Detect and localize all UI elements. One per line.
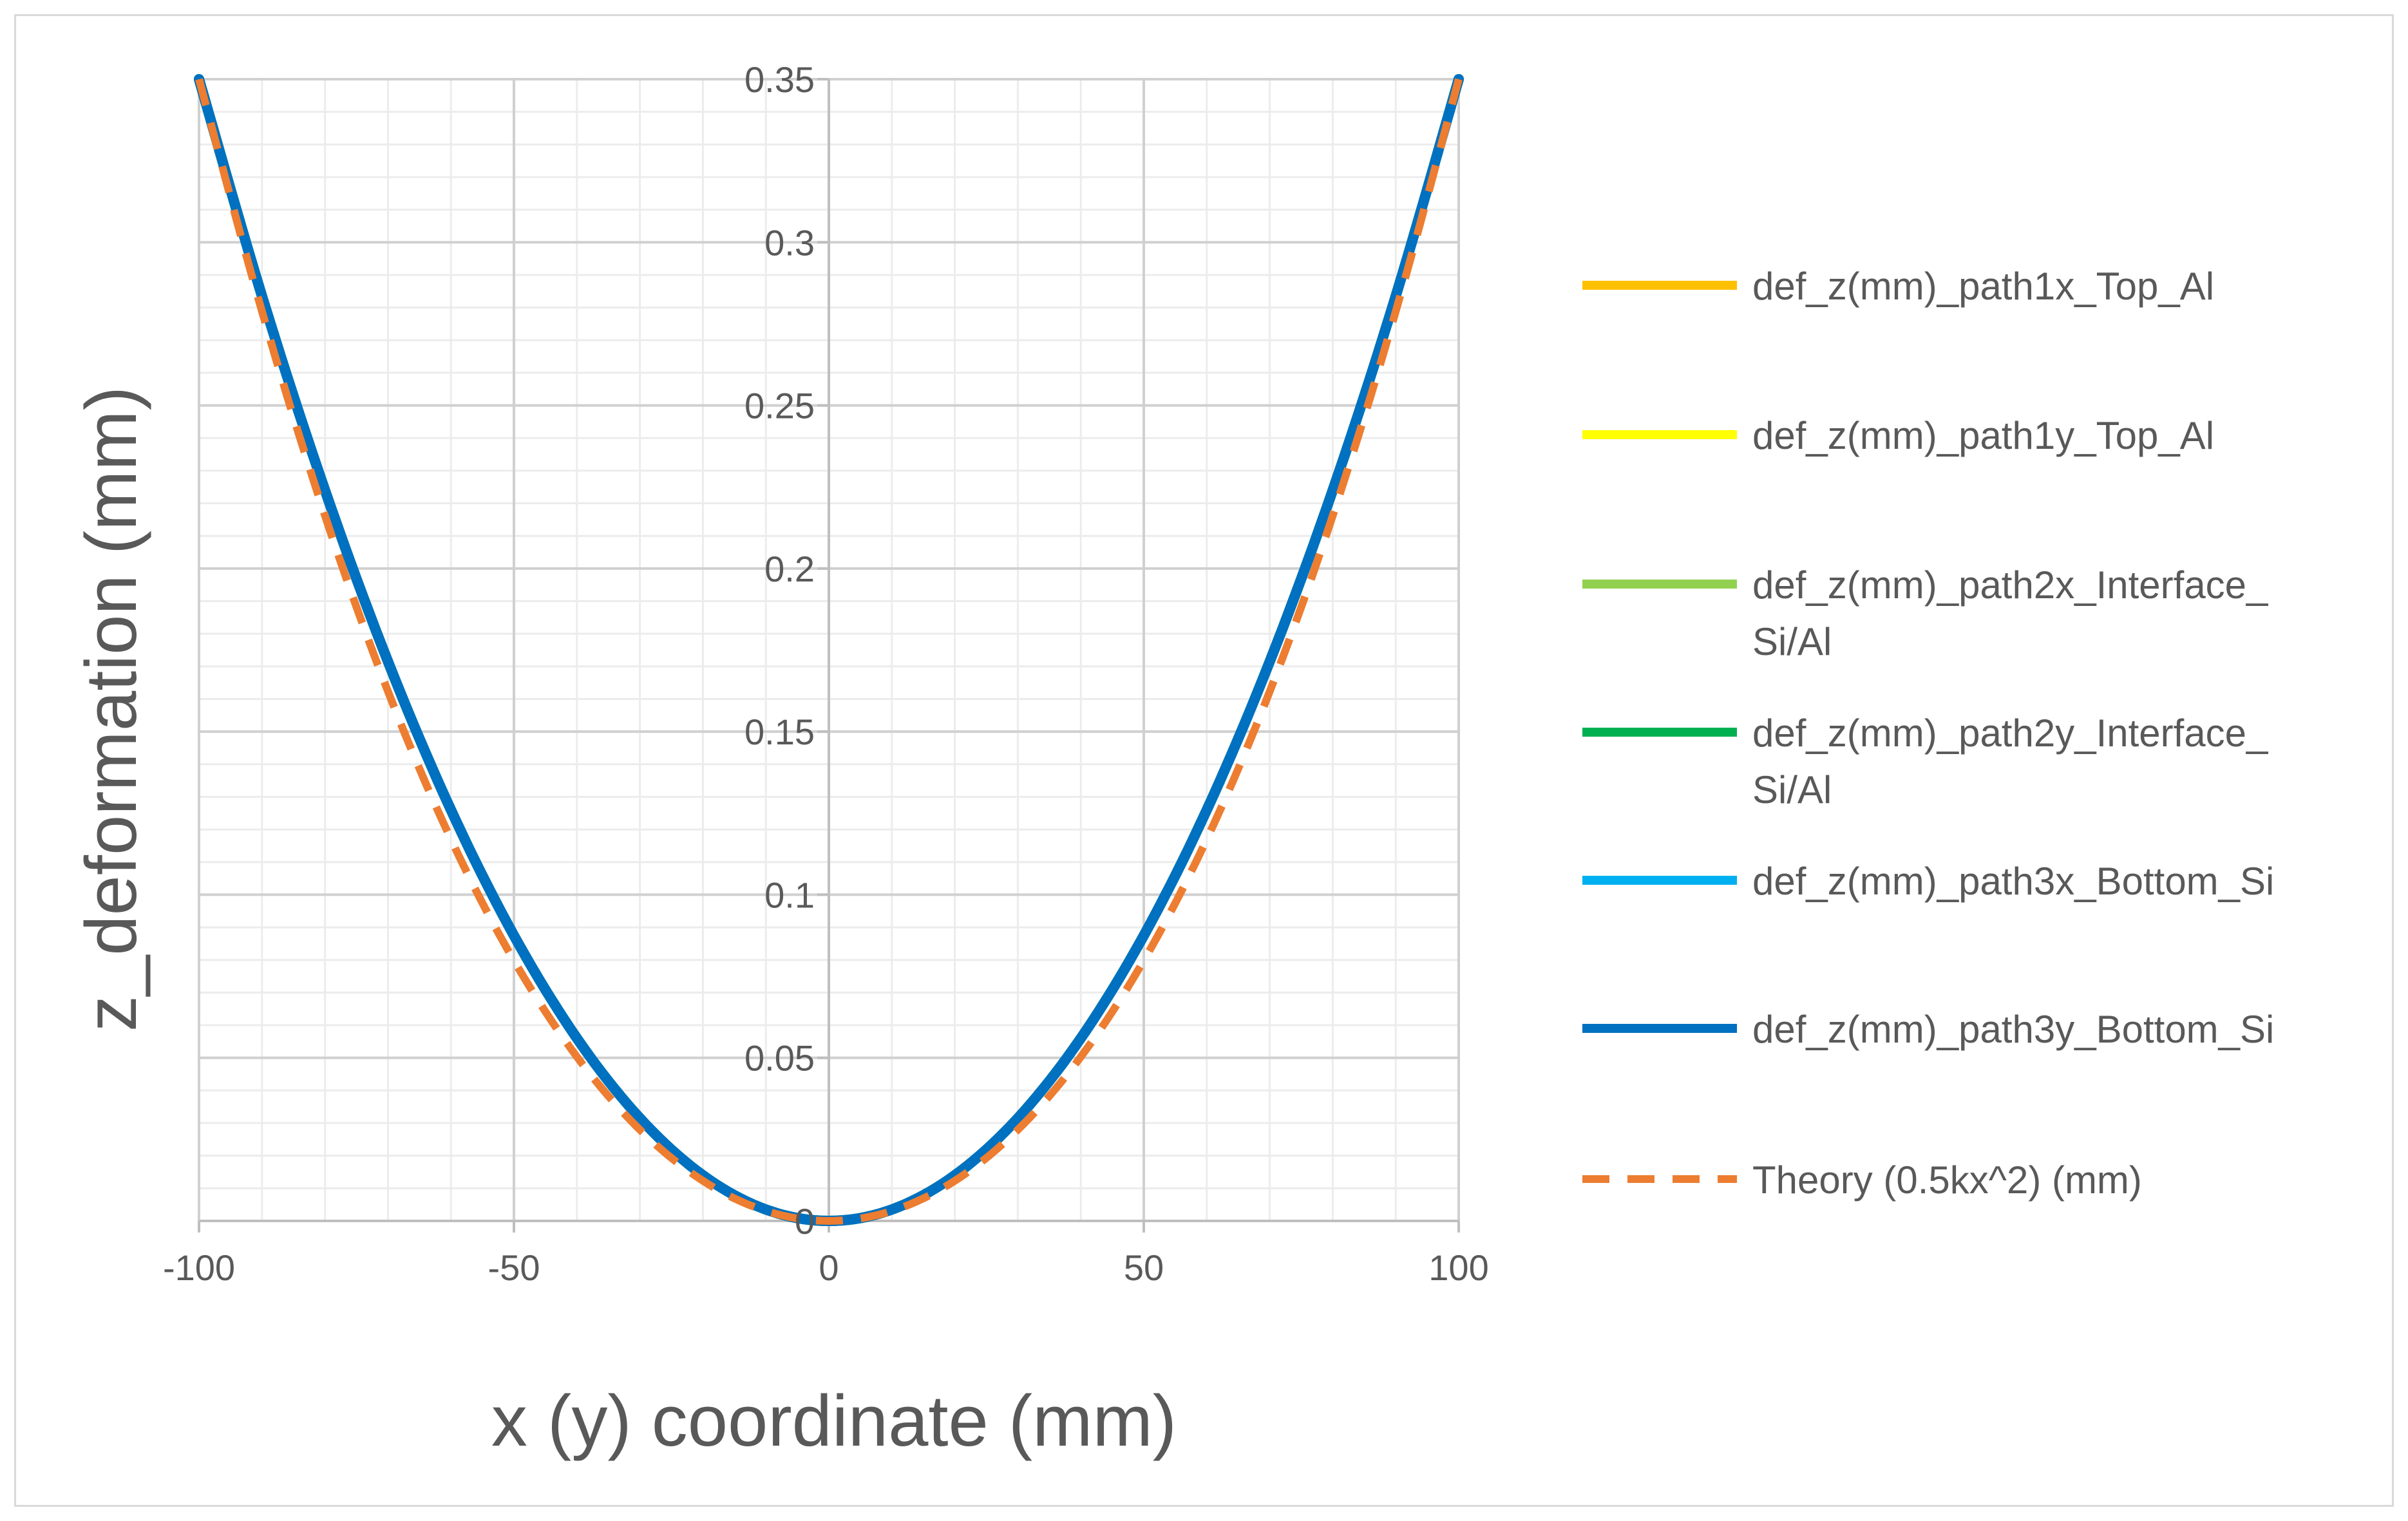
legend-label: def_z(mm)_path2x_Interface_ (1752, 563, 2269, 607)
y-tick-label: 0.05 (744, 1038, 815, 1079)
y-tick-label: 0 (795, 1201, 815, 1242)
x-tick-label: -100 (163, 1247, 235, 1288)
legend-label: def_z(mm)_path3y_Bottom_Si (1752, 1008, 2274, 1051)
legend-label: def_z(mm)_path1y_Top_Al (1752, 414, 2214, 457)
y-tick-label: 0.1 (764, 874, 815, 915)
x-tick-label: 0 (819, 1247, 839, 1288)
legend: def_z(mm)_path1x_Top_Al def_z(mm)_path1y_… (1582, 265, 2274, 1202)
x-tick-label: 50 (1124, 1247, 1164, 1288)
legend-label: def_z(mm)_path2y_Interface_ (1752, 712, 2269, 755)
y-tick-label: 0.25 (744, 386, 815, 426)
x-axis-title: x (y) coordinate (mm) (491, 1381, 1177, 1461)
chart-frame: -100 -50 0 50 100 0 0.05 0.1 0.15 0.2 0.25 0.3 0.35 … (14, 14, 2394, 1507)
chart-svg: -100 -50 0 50 10000.050.10.150.20.250.30.35 … (71, 59, 2274, 1461)
series-line-7 (195, 78, 1463, 1225)
y-tick-label: 0.15 (744, 712, 815, 752)
x-tick-label: 100 (1428, 1247, 1488, 1288)
x-tick-label: -50 (488, 1247, 540, 1288)
legend-label: Si/Al (1752, 620, 1832, 663)
y-axis-title: z_deformation (mm) (71, 386, 151, 1032)
legend-label: def_z(mm)_path1x_Top_Al (1752, 265, 2214, 308)
y-tick-label: 0.3 (764, 222, 815, 263)
legend-label: def_z(mm)_path3x_Bottom_Si (1752, 860, 2274, 903)
series-layer (194, 74, 1464, 1226)
legend-label: Theory (0.5kx^2) (mm) (1752, 1158, 2142, 1202)
tick-labels: -100 -50 0 50 100 0 0.05 0.1 0.15 0.2 0.25 0.3 0.35 (163, 59, 1489, 1288)
y-tick-label: 0.35 (744, 59, 815, 100)
y-tick-label: 0.2 (764, 549, 815, 589)
legend-label: Si/Al (1752, 768, 1832, 811)
